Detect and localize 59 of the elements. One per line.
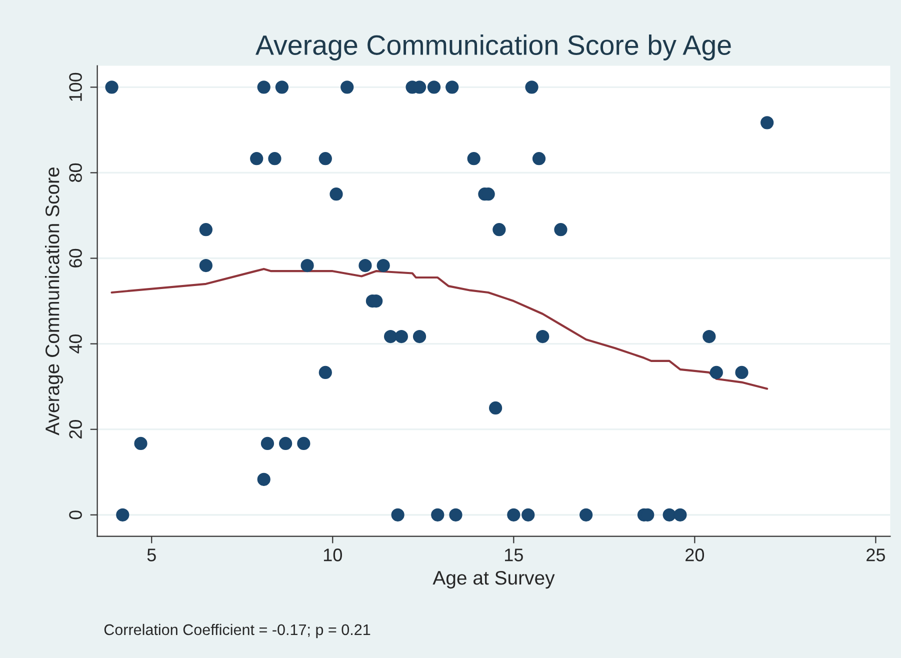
- point: [116, 508, 130, 522]
- point: [300, 258, 314, 272]
- point: [279, 436, 292, 450]
- point: [492, 223, 506, 236]
- point: [431, 508, 444, 522]
- point: [297, 436, 310, 450]
- point: [710, 366, 723, 380]
- point: [257, 80, 270, 94]
- x-tick-label: 25: [866, 548, 885, 562]
- point: [134, 436, 148, 450]
- point: [449, 508, 462, 522]
- point: [467, 152, 480, 166]
- point: [358, 258, 372, 272]
- x-tick-label: 15: [504, 548, 523, 562]
- x-tick-label: 20: [686, 548, 704, 562]
- point: [488, 401, 502, 415]
- point: [522, 508, 535, 522]
- point: [507, 508, 520, 522]
- point: [525, 80, 538, 94]
- point: [199, 223, 212, 236]
- point: [735, 366, 748, 380]
- point: [330, 188, 343, 201]
- point: [412, 330, 426, 344]
- y-tick-label: 40: [69, 334, 82, 354]
- chart-title: Average Communication Score by Age: [256, 34, 731, 60]
- point: [250, 152, 264, 166]
- point: [536, 330, 550, 344]
- point: [275, 80, 289, 94]
- point: [674, 508, 687, 522]
- x-tick-label: 5: [147, 548, 156, 562]
- point: [394, 330, 408, 344]
- point: [554, 223, 568, 236]
- y-tick-label: 0: [69, 510, 82, 520]
- point: [391, 508, 404, 522]
- x-tick-label: 10: [324, 548, 342, 562]
- point: [446, 80, 459, 94]
- point: [662, 508, 676, 522]
- y-tick-label: 60: [69, 248, 82, 268]
- point: [268, 152, 282, 166]
- point: [760, 116, 774, 130]
- point: [257, 472, 270, 486]
- point: [427, 80, 441, 94]
- point: [702, 330, 716, 344]
- point: [199, 258, 212, 272]
- y-tick-label: 80: [69, 163, 82, 182]
- point: [580, 508, 593, 522]
- point: [105, 80, 118, 94]
- point: [260, 436, 274, 450]
- x-axis-title: Age at Survey: [432, 570, 555, 589]
- y-tick-label: 100: [69, 72, 82, 101]
- point: [532, 152, 546, 166]
- point: [340, 80, 354, 94]
- point: [318, 152, 332, 166]
- text: Correlation Coefficient = -0.17; p = 0.21: [104, 624, 370, 638]
- point: [384, 330, 398, 344]
- y-tick-label: 20: [69, 420, 82, 438]
- point: [318, 366, 332, 380]
- y-axis-title: Average Communication Score: [44, 168, 64, 436]
- point: [376, 258, 390, 272]
